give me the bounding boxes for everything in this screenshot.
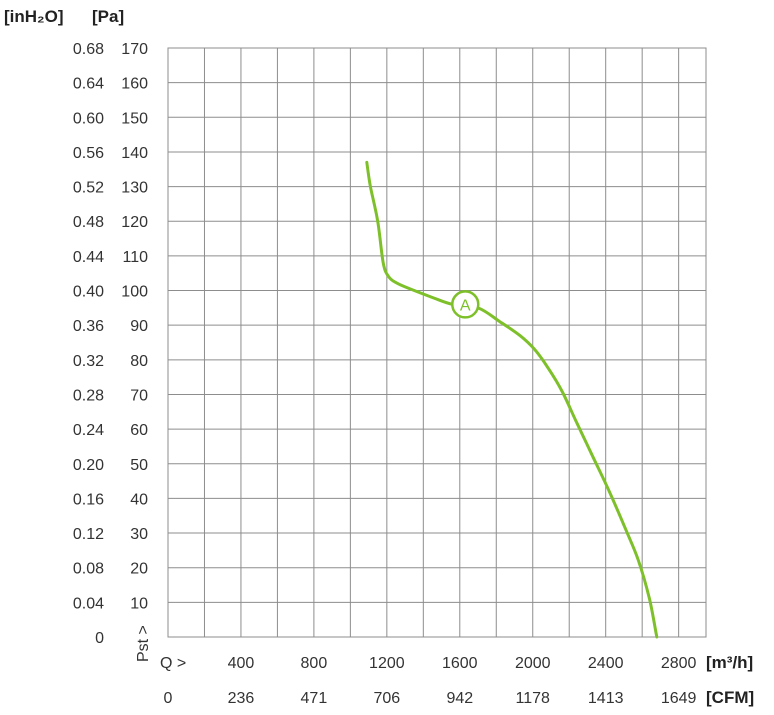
unit-label-inh2o: [inH₂O]: [4, 7, 63, 26]
m3h-tick-label: 2400: [588, 655, 624, 672]
pa-tick-label: 160: [121, 76, 148, 93]
pa-tick-label: 40: [130, 491, 148, 508]
cfm-tick-label: 942: [446, 690, 473, 707]
inh2o-tick-label: 0.40: [73, 284, 104, 301]
m3h-tick-label: 1200: [369, 655, 405, 672]
inh2o-tick-label: 0.20: [73, 457, 104, 474]
inh2o-tick-label: 0.08: [73, 561, 104, 578]
pa-tick-label: 60: [130, 422, 148, 439]
inh2o-tick-label: 0: [95, 630, 104, 647]
tick-labels: 1701601501401301201101009080706050403020…: [73, 41, 697, 707]
m3h-tick-label: 2000: [515, 655, 551, 672]
pa-tick-label: 100: [121, 284, 148, 301]
inh2o-tick-label: 0.12: [73, 526, 104, 543]
series-line: [365, 160, 659, 639]
cfm-tick-label: 1649: [661, 690, 697, 707]
cfm-tick-label: 0: [164, 690, 173, 707]
inh2o-tick-label: 0.44: [73, 249, 104, 266]
inh2o-tick-label: 0.64: [73, 76, 104, 93]
cfm-tick-label: 471: [301, 690, 328, 707]
inh2o-tick-label: 0.36: [73, 318, 104, 335]
unit-label-m3h: [m³/h]: [706, 653, 753, 672]
pa-tick-label: 80: [130, 353, 148, 370]
pa-tick-label: 20: [130, 561, 148, 578]
cfm-tick-label: 1413: [588, 690, 624, 707]
m3h-tick-label: 1600: [442, 655, 478, 672]
pa-tick-label: 150: [121, 110, 148, 127]
cfm-tick-label: 1178: [516, 690, 551, 707]
pa-tick-label: 170: [121, 41, 148, 58]
y-axis-label: Pst >: [135, 625, 152, 662]
pa-tick-label: 70: [130, 387, 148, 404]
grid: [167, 47, 707, 638]
inh2o-tick-label: 0.56: [73, 145, 104, 162]
inh2o-tick-label: 0.04: [73, 595, 104, 612]
x-axis-label: Q >: [160, 655, 186, 672]
operating-point-label: A: [460, 297, 471, 314]
inh2o-tick-label: 0.28: [73, 387, 104, 404]
pa-tick-label: 120: [121, 214, 148, 231]
m3h-tick-label: 400: [228, 655, 255, 672]
plot-frame: [167, 47, 707, 638]
pa-tick-label: 90: [130, 318, 148, 335]
pa-tick-label: 140: [121, 145, 148, 162]
pa-tick-label: 130: [121, 180, 148, 197]
pa-tick-label: 50: [130, 457, 148, 474]
pa-tick-label: 10: [130, 595, 148, 612]
inh2o-tick-label: 0.60: [73, 110, 104, 127]
pa-tick-label: 30: [130, 526, 148, 543]
m3h-tick-label: 2800: [661, 655, 697, 672]
cfm-tick-label: 236: [228, 690, 255, 707]
curve-layer: A: [365, 160, 659, 639]
unit-label-cfm: [CFM]: [706, 688, 754, 707]
unit-label-pa: [Pa]: [92, 7, 124, 26]
operating-point-marker: [451, 290, 480, 319]
pa-tick-label: 110: [122, 249, 148, 266]
cfm-tick-label: 706: [373, 690, 400, 707]
inh2o-tick-label: 0.52: [73, 180, 104, 197]
inh2o-tick-label: 0.68: [73, 41, 104, 58]
inh2o-tick-label: 0.24: [73, 422, 104, 439]
m3h-tick-label: 800: [301, 655, 328, 672]
inh2o-tick-label: 0.32: [73, 353, 104, 370]
inh2o-tick-label: 0.16: [73, 491, 104, 508]
inh2o-tick-label: 0.48: [73, 214, 104, 231]
